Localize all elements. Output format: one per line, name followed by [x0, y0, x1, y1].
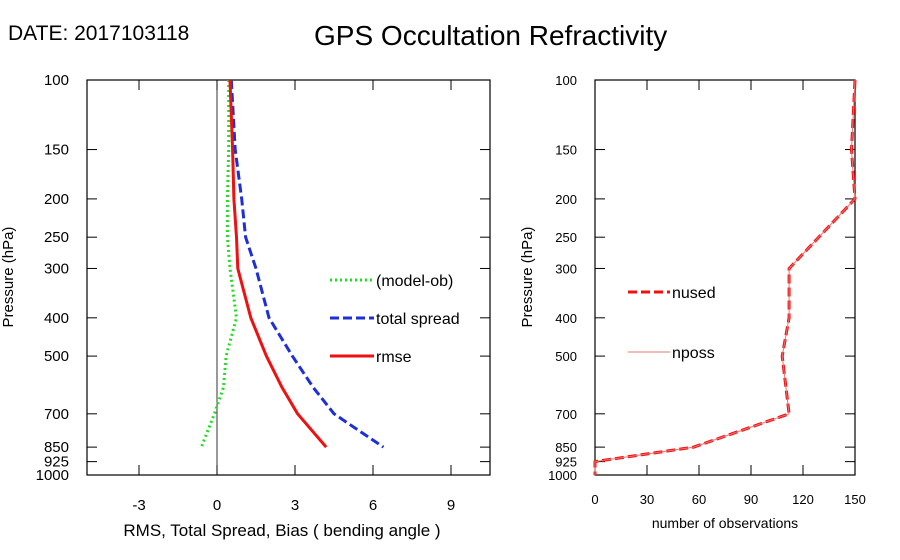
left-xtick-label: -3: [132, 497, 145, 514]
left-series-line-totalspread: [229, 79, 385, 449]
left-legend: (model-ob) total spread rmse: [330, 273, 460, 366]
right-legend-label: nposs: [672, 345, 715, 362]
right-ytick-label: 400: [555, 311, 577, 326]
right-ytick-label: 700: [555, 407, 577, 422]
left-ytick-label: 300: [44, 260, 69, 277]
left-legend-label: rmse: [376, 349, 412, 366]
left-ytick-label: 1000: [36, 467, 69, 484]
right-xtick-label: 90: [744, 492, 758, 507]
right-ytick-label: 200: [555, 192, 577, 207]
right-ytick-label: 150: [555, 143, 577, 158]
date-label: DATE: 2017103118: [8, 22, 190, 45]
left-ytick-label: 500: [44, 348, 69, 365]
right-ytick-label: 100: [555, 73, 577, 88]
left-xticks: -3 0 3 6 9: [132, 80, 455, 514]
left-ytick-label: 700: [44, 406, 69, 423]
left-ytick-label: 400: [44, 310, 69, 327]
right-ytick-label: 925: [555, 455, 577, 470]
left-ytick-label: 200: [44, 191, 69, 208]
right-ytick-label: 300: [555, 261, 577, 276]
left-ytick-label: 150: [44, 142, 69, 159]
right-legend: nused nposs: [628, 285, 716, 362]
left-xtick-label: 3: [291, 497, 299, 514]
left-xtick-label: 6: [369, 497, 377, 514]
right-xtick-label: 150: [844, 492, 866, 507]
right-series-line-nused: [593, 79, 857, 475]
right-ytick-label: 250: [555, 230, 577, 245]
left-y-axis-label: Pressure (hPa): [0, 227, 17, 328]
left-series-line-rmse: [228, 79, 328, 449]
right-xtick-label: 0: [591, 492, 598, 507]
right-xtick-label: 120: [792, 492, 814, 507]
right-y-axis-label: Pressure (hPa): [519, 227, 536, 328]
right-xtick-label: 30: [640, 492, 654, 507]
left-legend-label: (model-ob): [376, 273, 453, 290]
right-series-line-nposs: [594, 79, 856, 475]
left-xtick-label: 0: [213, 497, 221, 514]
left-ytick-label: 850: [44, 439, 69, 456]
left-x-axis-label: RMS, Total Spread, Bias ( bending angle …: [123, 521, 440, 540]
right-series-layer: [593, 79, 857, 475]
left-legend-label: total spread: [376, 311, 460, 328]
right-ytick-label: 500: [555, 349, 577, 364]
chart-title: GPS Occultation Refractivity: [314, 20, 668, 51]
right-ytick-label: 850: [555, 440, 577, 455]
left-ytick-label: 250: [44, 229, 69, 246]
right-ytick-label: 1000: [548, 468, 577, 483]
right-x-axis-label: number of observations: [652, 515, 798, 531]
right-legend-label: nused: [672, 285, 716, 302]
left-series-layer: [200, 79, 385, 475]
left-ytick-label: 100: [44, 72, 69, 89]
right-xtick-label: 60: [692, 492, 706, 507]
left-ytick-label: 925: [44, 454, 69, 471]
left-plot-frame: [86, 79, 491, 476]
right-plot-frame: [594, 79, 856, 476]
left-xtick-label: 9: [447, 497, 455, 514]
